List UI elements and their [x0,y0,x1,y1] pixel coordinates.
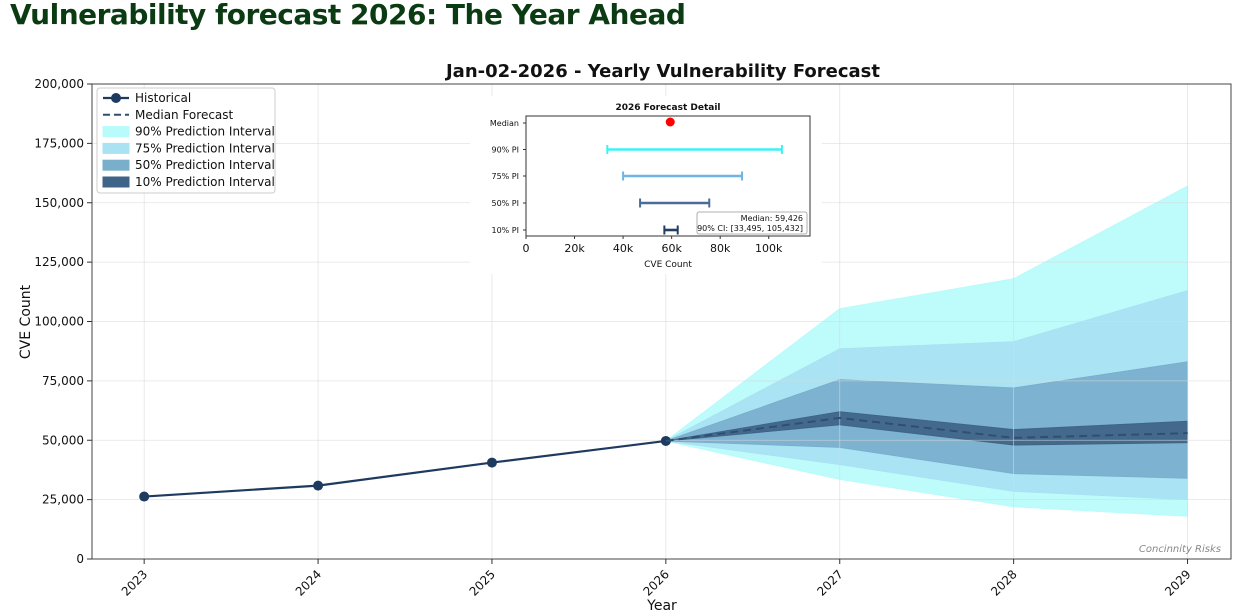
legend-interval-swatch [102,159,130,171]
legend-historical-label: Historical [135,91,191,105]
y-tick-label: 0 [76,552,84,566]
y-tick-label: 75,000 [42,374,84,388]
historical-point [313,480,324,491]
x-tick-label: 2025 [467,567,498,598]
y-tick-label: 175,000 [34,136,84,150]
inset-x-tick-label: 80k [710,242,731,255]
y-tick-label: 100,000 [34,315,84,329]
inset-x-axis-label: CVE Count [644,260,692,270]
inset-title: 2026 Forecast Detail [615,103,720,113]
y-tick-label: 200,000 [34,77,84,91]
legend-historical-marker [111,93,121,103]
legend-interval-swatch [102,142,130,154]
x-axis-label: Year [646,598,677,613]
legend: Historical Median Forecast 90% Prediction … [96,87,276,194]
y-tick-label: 25,000 [42,493,84,507]
y-axis: 0 25,000 50,000 75,000 100,000 125,000 150,000… [34,77,92,566]
x-tick-label: 2028 [988,567,1019,598]
page-title: Vulnerability forecast 2026: The Year Ah… [10,0,686,31]
x-tick-label: 2024 [293,567,324,598]
historical-line [144,439,666,498]
y-axis-label: CVE Count [18,284,34,359]
y-tick-label: 125,000 [34,255,84,269]
inset-annotation-box [696,211,808,235]
legend-interval-label: 75% Prediction Interval [135,141,275,155]
x-tick-label: 2027 [814,567,845,598]
inset-annotation-ci: 90% CI: [33,495, 105,432] [697,224,803,233]
x-axis: 2023 2024 2025 2026 2027 2028 2029 [119,559,1194,599]
x-tick-label: 2023 [119,567,150,598]
inset-x-tick-label: 20k [564,242,585,255]
inset-x-tick-label: 60k [661,242,682,255]
series-lines [139,416,1188,502]
inset-chart: 2026 Forecast Detail Median 90% PI 75% PI 50… [470,96,822,274]
prediction-bands [664,185,1189,517]
x-tick-label: 2026 [640,567,671,598]
legend-interval-label: 10% Prediction Interval [135,175,275,189]
y-tick-label: 50,000 [42,433,84,447]
inset-x-tick-label: 0 [523,242,530,255]
legend-interval-label: 50% Prediction Interval [135,158,275,172]
legend-interval-label: 90% Prediction Interval [135,125,275,139]
legend-median-label: Median Forecast [135,108,234,122]
chart-title: Jan-02-2026 - Yearly Vulnerability Forec… [444,61,880,82]
y-tick-label: 150,000 [34,196,84,210]
inset-x-tick-label: 40k [613,242,634,255]
inset-y-label: 90% PI [491,146,519,155]
inset-median-point [665,117,675,127]
legend-interval-swatch [102,176,130,188]
inset-annotation-median: Median: 59,426 [741,214,803,223]
inset-x-tick-label: 100k [755,242,783,255]
inset-y-label: Median [490,119,519,128]
historical-point [139,491,150,502]
watermark: Concinnity Risks [1139,544,1221,555]
x-tick-label: 2029 [1162,567,1193,598]
inset-y-label: 10% PI [491,226,519,235]
legend-interval-swatch [102,126,130,138]
inset-y-label: 50% PI [491,199,519,208]
median-forecast-line [665,416,1188,442]
legend-frame [96,87,276,194]
inset-y-label: 75% PI [491,172,519,181]
historical-point [486,457,497,468]
